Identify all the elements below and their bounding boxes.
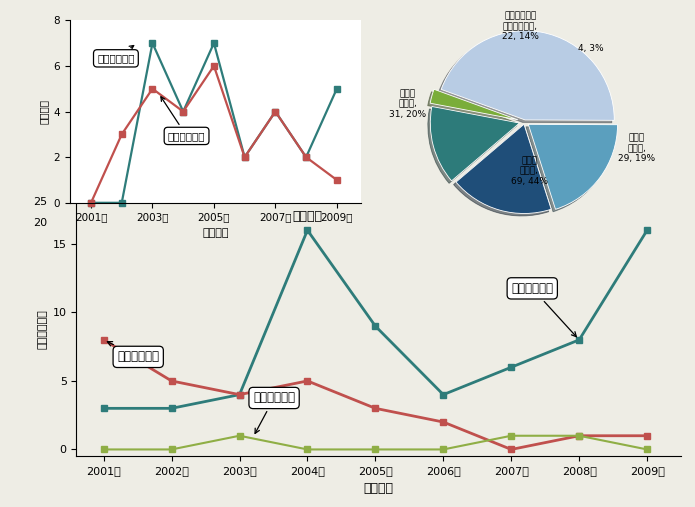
Text: 유럽공개특허: 유럽공개특허 (253, 391, 295, 433)
Wedge shape (430, 89, 518, 120)
Text: 일본공
개특허,
29, 19%: 일본공 개특허, 29, 19% (619, 133, 655, 163)
Wedge shape (430, 106, 520, 181)
Wedge shape (528, 124, 618, 209)
Text: 20: 20 (33, 218, 47, 228)
Text: 미국등유럽공
록특허개특허,
22, 14%: 미국등유럽공 록특허개특허, 22, 14% (502, 12, 539, 42)
Wedge shape (456, 124, 551, 213)
Text: 25: 25 (33, 197, 47, 207)
Text: 출원년도: 출원년도 (293, 210, 322, 224)
X-axis label: 출원년도: 출원년도 (363, 482, 394, 494)
Text: 한국공개특허: 한국공개특허 (512, 282, 576, 337)
Y-axis label: 특허건수: 특허건수 (39, 99, 49, 124)
Text: 일본공개특허: 일본공개특허 (107, 342, 159, 364)
Text: 한국공
개특허,
69, 44%: 한국공 개특허, 69, 44% (511, 156, 548, 186)
X-axis label: 출원년도: 출원년도 (202, 228, 229, 238)
Text: 4, 3%: 4, 3% (578, 44, 604, 53)
Text: 미국등록특허: 미국등록특허 (161, 97, 205, 141)
Text: 미국공
개특허,
31, 20%: 미국공 개특허, 31, 20% (389, 89, 427, 119)
Text: 미국공개특허: 미국공개특허 (97, 46, 135, 63)
Y-axis label: 특허출원건수: 특허출원건수 (37, 310, 47, 349)
Wedge shape (441, 31, 614, 120)
